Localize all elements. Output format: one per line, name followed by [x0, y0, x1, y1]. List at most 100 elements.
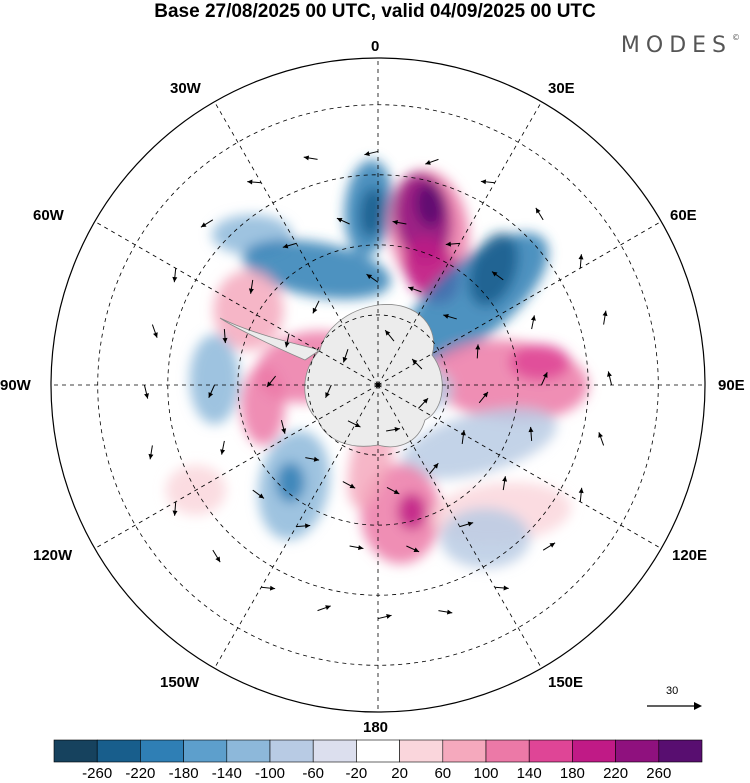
wind-vector-55 — [312, 300, 320, 314]
wind-vector-26 — [491, 271, 504, 281]
anomaly-blob-7 — [469, 232, 519, 306]
wind-vector-11 — [438, 609, 453, 615]
wind-vector-40 — [282, 242, 297, 249]
meridian-line — [377, 221, 662, 386]
colorbar-swatch-5 — [269, 739, 314, 763]
lon-label-180: 180 — [363, 719, 389, 736]
wind-vector-52 — [280, 420, 287, 434]
wind-vector-43 — [408, 286, 422, 293]
colorbar-label-2: -180 — [168, 765, 199, 782]
colorbar-swatch-1 — [96, 739, 141, 763]
wind-vector-15 — [212, 549, 221, 563]
wind-vector-1 — [425, 158, 439, 165]
anomaly-blob-9 — [242, 239, 391, 300]
wind-vector-41 — [336, 217, 350, 225]
colorbar-label-0: -260 — [82, 765, 113, 782]
colorbar-swatch-2 — [140, 739, 184, 763]
colorbar-label-12: 220 — [603, 765, 629, 782]
wind-vector-2 — [480, 179, 495, 185]
colorbar-swatch-14 — [658, 739, 703, 763]
modes-logo-text: MODES — [620, 33, 732, 58]
colorbar-swatch-11 — [528, 739, 573, 763]
colorbar-label-11: 180 — [559, 765, 585, 782]
wind-vector-18 — [143, 384, 149, 399]
wind-vector-56 — [384, 329, 395, 342]
wind-vector-33 — [349, 545, 364, 551]
wind-vector-50 — [342, 481, 356, 489]
wind-vector-62 — [342, 349, 349, 363]
colorbar-swatch-7 — [356, 739, 400, 763]
colorbar-swatch-8 — [399, 739, 444, 763]
wind-vector-37 — [208, 384, 215, 398]
copyright-mark: © — [732, 33, 740, 42]
wind-vector-53 — [266, 375, 277, 388]
anomaly-blob-10 — [213, 270, 284, 351]
wind-vector-16 — [172, 501, 178, 516]
wind-vector-6 — [607, 371, 613, 386]
anomaly-blob-12 — [240, 365, 285, 446]
anomaly-blob-18 — [276, 462, 305, 503]
wind-vector-30 — [502, 476, 508, 491]
lon-label-120e: 120E — [672, 547, 708, 564]
wind-vector-5 — [602, 310, 608, 325]
anomaly-blob-5 — [415, 183, 444, 228]
meridian-line — [377, 384, 662, 549]
lon-label-90e: 90E — [718, 377, 745, 394]
wind-vector-54 — [284, 333, 290, 348]
vector-scale-key — [647, 702, 702, 710]
anomaly-blob-13 — [189, 334, 240, 425]
colorbar-swatch-0 — [53, 739, 98, 763]
wind-vector-29 — [528, 426, 534, 441]
lon-label-60e: 60E — [670, 207, 697, 224]
colorbar-swatch-13 — [615, 739, 660, 763]
wind-vector-61 — [325, 384, 332, 398]
colorbar-label-6: -20 — [345, 765, 368, 782]
wind-vector-28 — [541, 372, 548, 386]
wind-vector-9 — [542, 542, 556, 551]
wind-vector-19 — [151, 324, 158, 338]
wind-vector-7 — [598, 432, 605, 446]
lon-label-60w: 60W — [33, 207, 64, 224]
wind-vector-51 — [305, 456, 320, 462]
wind-vector-4 — [578, 254, 584, 269]
colorbar-label-13: 260 — [646, 765, 672, 782]
vector-scale-label: 30 — [666, 685, 679, 697]
wind-vector-3 — [535, 207, 544, 221]
lon-label-150e: 150E — [548, 674, 584, 691]
colorbar-label-4: -100 — [254, 765, 286, 782]
wind-vector-32 — [406, 545, 420, 553]
wind-vector-39 — [248, 279, 254, 294]
latitude-circle — [237, 244, 519, 526]
wind-vectors — [143, 150, 613, 620]
wind-vector-44 — [443, 314, 457, 320]
lon-label-30e: 30E — [548, 80, 575, 97]
meridian-line — [94, 221, 379, 386]
wind-vector-25 — [445, 241, 460, 247]
map-boundary — [50, 57, 706, 713]
wind-vector-60 — [347, 420, 361, 428]
colorbar-swatch-9 — [442, 739, 487, 763]
anomaly-blob-23 — [440, 508, 531, 569]
colorbar-swatch-12 — [572, 739, 616, 763]
antarctica — [219, 304, 443, 448]
lon-label-120w: 120W — [33, 547, 73, 564]
wind-vector-13 — [317, 605, 331, 612]
wind-vector-58 — [418, 397, 429, 409]
wind-vector-59 — [386, 426, 400, 432]
modes-logo: MODES© — [621, 33, 740, 58]
wind-vector-24 — [392, 219, 407, 225]
wind-vector-27 — [530, 315, 536, 330]
lon-label-30w: 30W — [170, 80, 201, 97]
wind-vector-34 — [296, 523, 311, 529]
wind-vector-35 — [252, 489, 265, 499]
colorbar-swatch-4 — [226, 739, 271, 763]
lon-label-0: 0 — [371, 38, 380, 55]
anomaly-blob-16 — [401, 407, 557, 480]
latitude-circle — [307, 314, 449, 456]
wind-vector-46 — [478, 391, 489, 404]
lon-label-90w: 90W — [0, 377, 31, 394]
wind-vector-31 — [459, 521, 474, 528]
wind-vector-57 — [411, 358, 423, 370]
colorbar-swatch-10 — [485, 739, 530, 763]
